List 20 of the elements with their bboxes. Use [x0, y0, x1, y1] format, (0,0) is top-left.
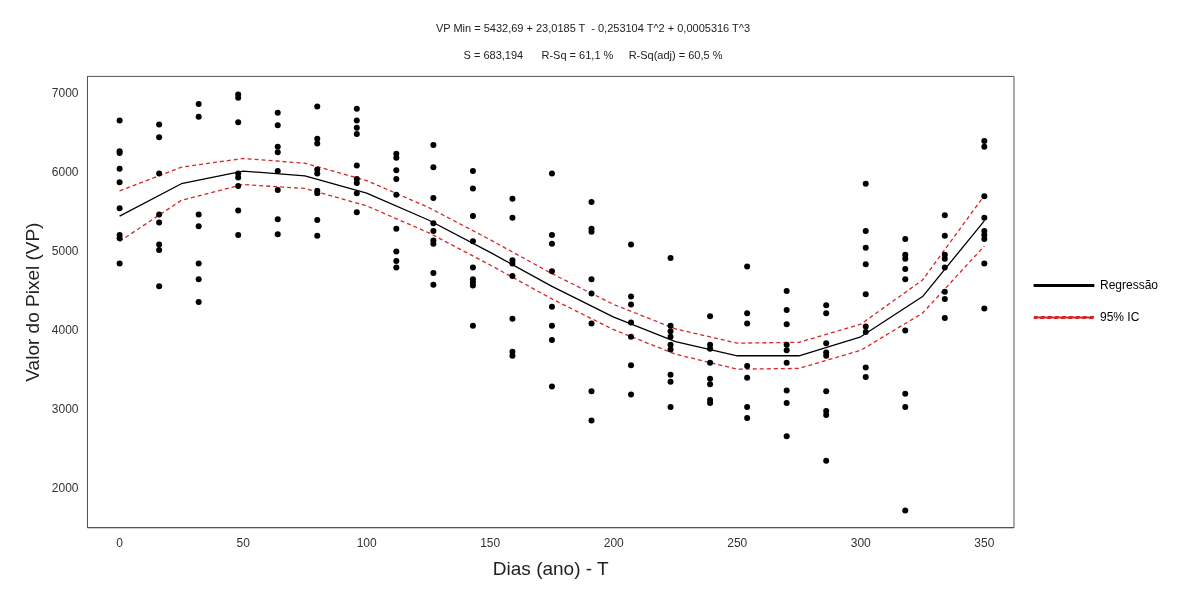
chart-subtitle: S = 683,194 R-Sq = 61,1 % R-Sq(adj) = 60,5 % — [463, 48, 723, 61]
legend-label: 95% IC — [1099, 309, 1140, 324]
x-tick-label: 50 — [236, 536, 251, 551]
y-tick-label: 5000 — [51, 243, 79, 258]
x-tick-label: 100 — [356, 536, 377, 551]
chart-title: VP Min = 5432,69 + 23,0185 T - 0,253104 T^2 + 0,0005316 T^3 — [435, 21, 751, 34]
y-tick-label: 4000 — [51, 322, 79, 337]
x-tick-label: 300 — [850, 536, 872, 551]
y-tick-label: 7000 — [51, 86, 79, 101]
x-tick-label: 200 — [603, 536, 625, 551]
x-axis-title: Dias (ano) - T — [492, 557, 610, 579]
x-tick-label: 150 — [480, 536, 501, 551]
x-tick-label: 350 — [974, 536, 995, 551]
y-axis-title: Valor do Pixel (VP) — [21, 222, 43, 382]
y-tick-label: 3000 — [51, 401, 79, 416]
legend-label: Regressão — [1099, 277, 1159, 292]
x-tick-label: 250 — [727, 536, 748, 551]
x-tick-label: 0 — [116, 536, 124, 551]
y-tick-label: 6000 — [51, 164, 79, 179]
y-tick-label: 2000 — [51, 480, 79, 495]
